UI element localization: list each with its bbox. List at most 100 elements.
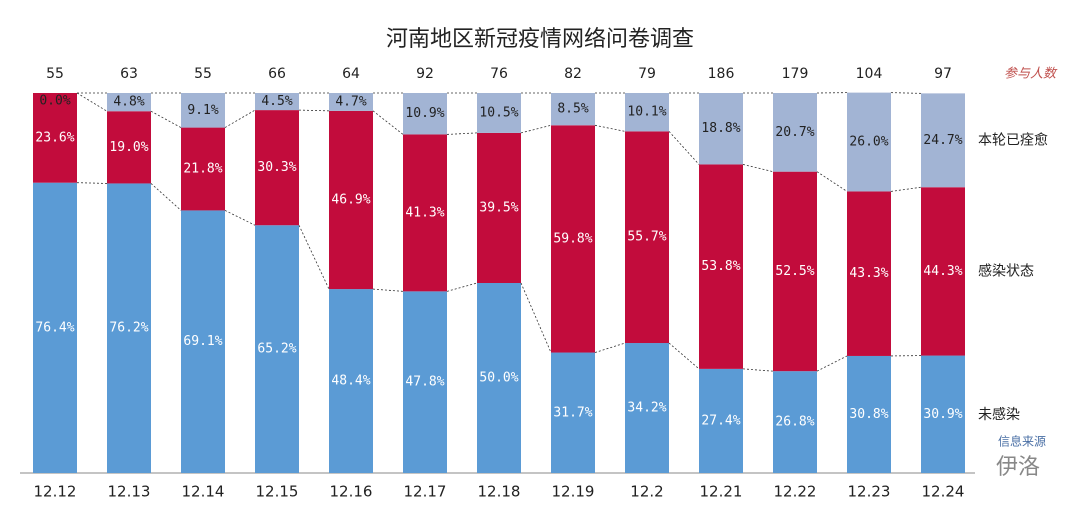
- connector-line: [594, 124, 626, 132]
- connector-line: [742, 164, 774, 173]
- x-tick-label: 12.22: [774, 483, 817, 501]
- bar-segment: [625, 131, 669, 344]
- x-tick-label: 12.24: [922, 483, 965, 501]
- x-tick-label: 12.18: [478, 483, 521, 501]
- bar-segment: [773, 93, 817, 172]
- x-tick-label: 12.16: [330, 483, 373, 501]
- bar-segment: [255, 110, 299, 226]
- connector-line: [150, 183, 182, 211]
- value-label: 18.8%: [701, 121, 740, 136]
- participant-count: 76: [490, 66, 508, 82]
- connector-line: [76, 92, 108, 112]
- bar-segment: [255, 225, 299, 473]
- participant-count: 82: [564, 66, 582, 82]
- value-label: 30.3%: [257, 160, 296, 175]
- connector-line: [446, 282, 478, 292]
- x-tick-label: 12.23: [848, 483, 891, 501]
- bar-segment: [181, 93, 225, 128]
- bar-segment: [33, 182, 77, 473]
- participant-count: 64: [342, 66, 360, 82]
- bar-segment: [773, 371, 817, 473]
- participant-count: 92: [416, 66, 434, 82]
- value-label: 26.8%: [775, 415, 814, 430]
- bar-segment: [477, 93, 521, 133]
- bar-segment: [921, 187, 965, 356]
- value-label: 10.1%: [627, 105, 666, 120]
- bar-segment: [403, 291, 447, 473]
- value-label: 31.7%: [553, 405, 592, 420]
- bar-segment: [551, 352, 595, 473]
- participant-count: 179: [782, 66, 809, 82]
- bar-segment: [33, 93, 77, 183]
- value-label: 30.8%: [849, 407, 888, 422]
- value-label: 48.4%: [331, 374, 370, 389]
- legend-label: 感染状态: [978, 262, 1034, 279]
- bar-segment: [921, 355, 965, 473]
- connector-line: [520, 124, 552, 134]
- connector-line: [224, 210, 256, 226]
- bar-segment: [403, 134, 447, 292]
- connector-line: [76, 182, 108, 184]
- participant-count: 55: [46, 66, 64, 82]
- connector-line: [372, 110, 404, 135]
- bar-segment: [847, 92, 891, 192]
- bar-segment: [699, 368, 743, 473]
- value-label: 53.8%: [701, 259, 740, 274]
- x-tick-label: 12.17: [404, 483, 447, 501]
- bar-segment: [625, 343, 669, 473]
- bar-segment: [329, 289, 373, 473]
- value-label: 65.2%: [257, 342, 296, 357]
- value-label: 41.3%: [405, 205, 444, 220]
- x-tick-label: 12.12: [34, 483, 77, 501]
- value-label: 20.7%: [775, 125, 814, 140]
- bar-segment: [403, 93, 447, 135]
- connector-line: [372, 288, 404, 292]
- value-label: 4.7%: [335, 94, 366, 109]
- bar-segment: [255, 93, 299, 111]
- participant-count: 63: [120, 66, 138, 82]
- connector-line: [890, 186, 922, 192]
- bar-segment: [181, 210, 225, 474]
- bar-segment: [181, 127, 225, 211]
- x-tick-label: 12.21: [700, 483, 743, 501]
- participant-count: 55: [194, 66, 212, 82]
- value-label: 50.0%: [479, 371, 518, 386]
- connector-line: [668, 342, 700, 370]
- bar-segment: [107, 93, 151, 112]
- value-label: 24.7%: [923, 133, 962, 148]
- connector-line: [520, 282, 552, 353]
- bar-segment: [699, 93, 743, 165]
- value-label: 10.5%: [479, 105, 518, 120]
- bar-segment: [329, 93, 373, 111]
- chart-title: 河南地区新冠疫情网络问卷调查: [386, 27, 694, 52]
- value-label: 39.5%: [479, 200, 518, 215]
- participants-label: 参与人数: [1004, 67, 1058, 82]
- connector-line: [890, 92, 922, 94]
- connector-line: [594, 342, 626, 353]
- value-label: 0.0%: [39, 94, 70, 109]
- legend-label: 本轮已痊愈: [978, 132, 1048, 148]
- x-tick-label: 12.13: [108, 483, 151, 501]
- bar-segment: [847, 355, 891, 473]
- bar-segment: [773, 171, 817, 372]
- connector-line: [816, 171, 848, 192]
- bar-segment: [477, 283, 521, 473]
- value-label: 52.5%: [775, 264, 814, 279]
- participant-count: 97: [934, 66, 952, 82]
- connector-line: [816, 355, 848, 372]
- value-label: 46.9%: [331, 192, 370, 207]
- x-tick-label: 12.2: [630, 483, 663, 501]
- connector-line: [668, 131, 700, 165]
- value-label: 55.7%: [627, 230, 666, 245]
- bar-segment: [551, 93, 595, 126]
- connector-line: [742, 368, 774, 372]
- value-label: 59.8%: [553, 231, 592, 246]
- value-label: 76.4%: [35, 320, 74, 335]
- watermark: 伊洛: [996, 455, 1040, 480]
- connector-line: [224, 109, 256, 128]
- participant-count: 186: [708, 66, 735, 82]
- watermark: 信息来源: [998, 434, 1046, 449]
- value-label: 19.0%: [109, 140, 148, 155]
- value-label: 4.8%: [113, 95, 144, 110]
- x-tick-label: 12.14: [182, 483, 225, 501]
